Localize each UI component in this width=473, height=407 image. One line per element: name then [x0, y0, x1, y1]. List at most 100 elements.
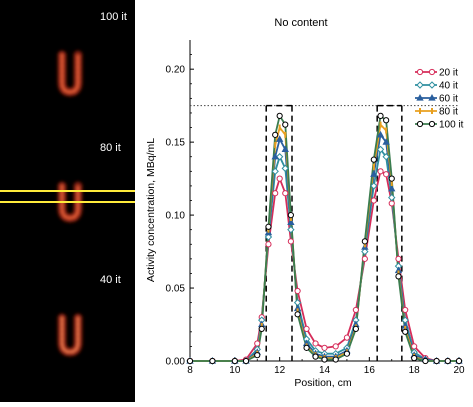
series-point-4: [276, 112, 283, 119]
legend-label: 40 it: [439, 81, 458, 92]
legend-label: 80 it: [439, 107, 458, 118]
series-point-4: [321, 356, 328, 363]
series-point-2: [370, 170, 378, 177]
legend-marker: [416, 93, 424, 101]
series-point-4: [272, 131, 279, 138]
series-point-3: [385, 127, 388, 134]
legend-label: 20 it: [439, 68, 458, 79]
series-point-1: [388, 193, 396, 202]
series-point-4: [209, 357, 216, 365]
series-point-3: [372, 163, 375, 170]
series-point-4: [312, 353, 319, 360]
image-label-40-it: 40 it: [100, 274, 121, 286]
series-point-0: [411, 343, 418, 350]
series-point-4: [361, 238, 368, 245]
legend-marker: [428, 120, 436, 128]
series-point-4: [287, 211, 294, 219]
series-point-1: [370, 182, 378, 190]
u-phantom-image-40-it: [57, 313, 83, 357]
y-tick-label: 0.00: [166, 357, 186, 368]
series-point-2: [275, 135, 284, 142]
reconstruction-images: 100 it 80 it 40 it: [0, 11, 135, 357]
series-point-4: [388, 175, 395, 182]
series-point-4: [383, 117, 390, 124]
series-point-4: [231, 357, 238, 365]
x-axis-label: Position, cm: [294, 377, 351, 389]
series-point-4: [411, 354, 418, 362]
series-line-0: [190, 170, 459, 362]
series-point-0: [254, 340, 261, 347]
series-point-1: [287, 225, 295, 234]
legend-marker: [419, 108, 421, 114]
series-point-4: [343, 350, 351, 357]
legend-marker: [431, 108, 433, 114]
image-label-80-it: 80 it: [100, 142, 121, 154]
series-point-4: [332, 356, 339, 363]
y-tick-label: 0.10: [166, 211, 186, 222]
x-tick-label: 10: [229, 365, 241, 376]
series-point-1: [361, 247, 369, 256]
series-point-0: [287, 238, 294, 245]
series-point-3: [379, 121, 382, 128]
x-tick-label: 14: [319, 365, 331, 376]
chart-title: No content: [274, 17, 327, 29]
series-point-0: [332, 343, 339, 350]
series-point-0: [303, 325, 310, 332]
series-point-3: [278, 124, 281, 131]
series-line-4: [190, 115, 459, 362]
y-tick-label: 0.15: [166, 138, 186, 149]
series-point-1: [264, 233, 273, 241]
u-phantom-image-100-it: [57, 50, 83, 97]
series-point-4: [294, 311, 301, 318]
series-point-0: [352, 306, 359, 314]
y-axis-label: Activity concentration, MBq/mL: [145, 138, 157, 282]
series-point-0: [294, 287, 301, 295]
series-point-4: [455, 357, 463, 365]
series-point-2: [281, 145, 289, 153]
series-point-4: [395, 273, 402, 280]
y-tick-label: 0.05: [166, 284, 186, 295]
legend-marker: [416, 68, 424, 76]
series-point-2: [376, 130, 385, 138]
series-point-4: [444, 357, 451, 365]
series-point-0: [361, 255, 368, 262]
x-tick-label: 20: [453, 365, 465, 376]
y-tick-label: 0.20: [166, 65, 186, 76]
series-line-3: [190, 123, 459, 362]
legend-marker: [416, 120, 424, 128]
legend-marker: [428, 81, 436, 89]
series-point-4: [402, 328, 409, 335]
series-point-1: [271, 167, 279, 176]
series-point-4: [186, 357, 194, 365]
series-line-1: [190, 148, 459, 362]
profile-chart: No content Activity concentration, MBq/m…: [145, 17, 465, 389]
series-point-0: [265, 241, 272, 248]
series-point-0: [312, 340, 319, 347]
series-point-4: [258, 325, 265, 332]
series-point-4: [377, 112, 384, 119]
series-point-0: [395, 255, 402, 262]
series-point-4: [242, 357, 250, 365]
series-point-2: [382, 138, 390, 145]
series-point-4: [265, 223, 272, 230]
series-point-4: [370, 156, 377, 163]
u-phantom-image-80-it: [57, 181, 83, 223]
series-point-0: [282, 190, 289, 197]
reconstruction-image-panel: 100 it 80 it 40 it: [0, 0, 135, 402]
series-point-0: [321, 344, 328, 351]
series-point-2: [388, 184, 396, 192]
image-label-100-it: 100 it: [100, 11, 127, 23]
series-point-3: [390, 179, 393, 186]
series-point-1: [382, 153, 390, 161]
legend-marker: [416, 81, 424, 89]
series-point-1: [281, 164, 289, 173]
series-point-0: [272, 190, 279, 197]
series-point-0: [383, 171, 390, 178]
legend-label: 60 it: [439, 94, 458, 105]
x-tick-label: 18: [409, 365, 421, 376]
series-point-1: [376, 145, 385, 154]
series-point-0: [377, 168, 384, 175]
series-point-0: [343, 334, 351, 341]
series-point-0: [370, 197, 377, 204]
series-point-2: [287, 218, 295, 225]
